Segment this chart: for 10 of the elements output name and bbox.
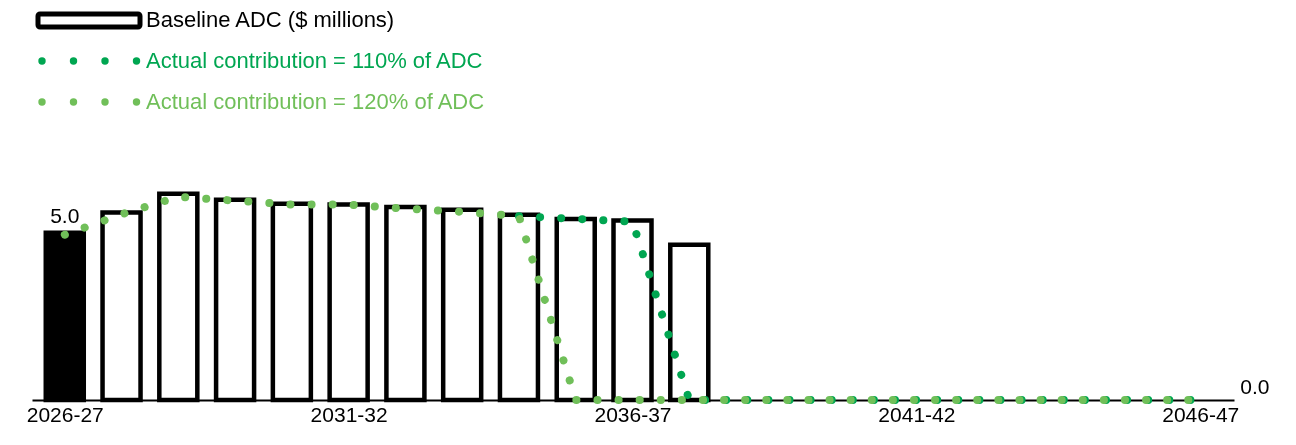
annotation: 5.0 [50, 203, 80, 227]
x-tick-label: 2031-32 [310, 402, 388, 426]
legend-label: Actual contribution = 120% of ADC [146, 89, 485, 114]
legend-label: Actual contribution = 110% of ADC [146, 48, 483, 73]
x-tick-label: 2041-42 [878, 402, 956, 426]
x-tick-label: 2036-37 [594, 402, 672, 426]
x-tick-label: 2046-47 [1162, 402, 1240, 426]
annotation: 0.0 [1240, 375, 1270, 398]
x-tick-label: 2026-27 [26, 402, 104, 426]
legend-label: Baseline ADC ($ millions) [146, 7, 395, 32]
